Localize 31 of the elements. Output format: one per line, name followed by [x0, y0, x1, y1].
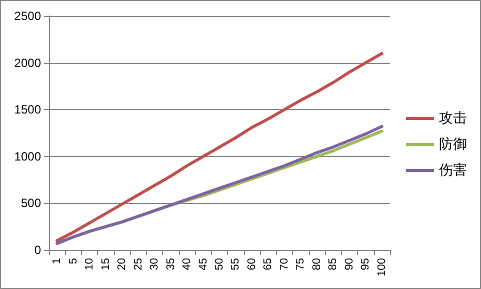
legend-label: 攻击 [439, 110, 467, 126]
y-tick-label: 2000 [14, 56, 42, 70]
y-tick-label: 0 [34, 243, 42, 257]
x-tick-label: 10 [84, 258, 96, 270]
x-tick-label: 30 [148, 258, 161, 270]
x-tick-label: 80 [310, 258, 323, 270]
y-tick-label: 1500 [14, 102, 42, 117]
x-tick-label: 50 [214, 258, 226, 270]
legend-label: 防御 [439, 136, 467, 152]
y-tick-label: 500 [20, 196, 42, 210]
x-tick-label: 70 [278, 258, 290, 270]
x-tick-label: 85 [327, 258, 340, 270]
x-tick-label: 20 [116, 258, 128, 270]
line-series [56, 52, 384, 242]
legend-label: 伤害 [439, 162, 467, 178]
x-tick-label: 35 [164, 258, 177, 270]
x-tick-label: 55 [230, 258, 242, 270]
x-tick-label: 100 [376, 258, 388, 276]
y-tick-label: 2500 [14, 9, 42, 23]
x-tick-label: 95 [360, 258, 372, 270]
x-tick-label: 90 [343, 258, 356, 270]
x-tick-label: 15 [100, 258, 112, 270]
x-tick-label: 1 [51, 258, 64, 264]
x-tick-label: 5 [67, 258, 80, 264]
x-tick-label: 40 [181, 258, 194, 270]
x-tick-label: 65 [262, 258, 274, 270]
x-tick-label: 60 [246, 258, 258, 270]
y-tick-label: 1000 [14, 149, 42, 164]
x-tick-label: 75 [294, 258, 307, 270]
x-tick-label: 45 [197, 258, 210, 270]
x-tick-label: 25 [132, 258, 144, 270]
